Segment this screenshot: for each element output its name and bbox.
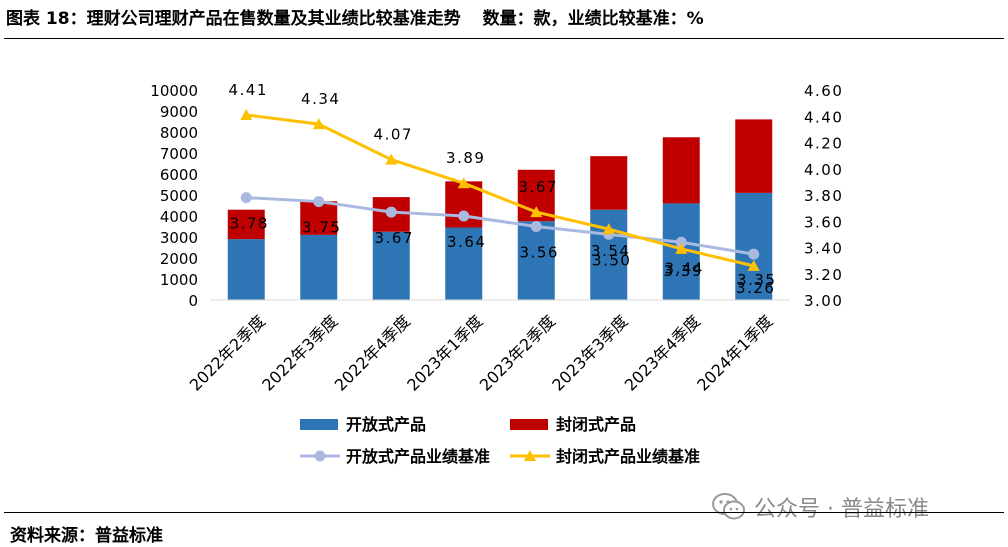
y-left-tick-label: 5000 bbox=[160, 187, 198, 205]
data-label-open-benchmark: 3.35 bbox=[737, 271, 776, 289]
data-label-closed-benchmark: 4.41 bbox=[229, 81, 268, 99]
marker-closed-benchmark bbox=[675, 242, 688, 254]
y-right-tick-label: 4.00 bbox=[804, 161, 843, 179]
bar-open-product bbox=[735, 192, 773, 300]
legend-open-product-swatch bbox=[300, 419, 338, 430]
data-label-open-benchmark: 3.75 bbox=[302, 219, 341, 237]
marker-closed-benchmark bbox=[530, 206, 543, 218]
legend-closed-product-label: 封闭式产品 bbox=[556, 415, 636, 434]
x-tick-label: 2022年2季度 bbox=[186, 311, 269, 394]
marker-closed-benchmark bbox=[312, 118, 325, 130]
bar-open-product bbox=[227, 239, 265, 300]
marker-closed-benchmark bbox=[240, 108, 253, 120]
marker-open-benchmark bbox=[240, 192, 252, 204]
marker-closed-benchmark bbox=[457, 177, 470, 189]
wechat-icon bbox=[712, 493, 745, 520]
y-right-tick-label: 3.80 bbox=[804, 187, 843, 205]
y-right-tick-label: 4.60 bbox=[804, 82, 843, 100]
units-text: 数量：款，业绩比较基准：% bbox=[482, 9, 704, 29]
line-open-benchmark bbox=[246, 196, 754, 256]
title-text: 图表 18：理财公司理财产品在售数量及其业绩比较基准走势 bbox=[6, 9, 461, 29]
watermark-text: 公众号 · 普益标准 bbox=[754, 497, 929, 522]
y-right-tick-label: 4.20 bbox=[804, 135, 843, 153]
y-left-tick-label: 10000 bbox=[150, 82, 198, 100]
marker-open-benchmark bbox=[385, 206, 397, 218]
bar-open-product bbox=[445, 227, 483, 300]
x-tick-label: 2023年1季度 bbox=[403, 311, 486, 394]
y-left-tick-label: 9000 bbox=[160, 103, 198, 121]
x-tick-label: 2023年2季度 bbox=[476, 311, 559, 394]
bar-closed-product bbox=[735, 119, 773, 193]
bar-closed-product bbox=[590, 156, 628, 210]
y-right-tick-label: 3.40 bbox=[804, 240, 843, 258]
marker-open-benchmark bbox=[530, 221, 542, 232]
legend-closed-product-swatch bbox=[510, 419, 548, 430]
bar-open-product bbox=[372, 231, 410, 300]
marker-open-benchmark bbox=[458, 210, 470, 222]
y-left-tick-label: 8000 bbox=[160, 124, 198, 142]
legend-open-benchmark-marker bbox=[314, 450, 326, 462]
data-label-closed-benchmark: 3.26 bbox=[736, 279, 775, 297]
y-left-tick-label: 3000 bbox=[160, 229, 198, 247]
watermark: 公众号 · 普益标准 bbox=[712, 490, 1002, 524]
legend-closed-benchmark-marker bbox=[524, 450, 536, 461]
line-closed-benchmark bbox=[246, 113, 755, 268]
x-tick-label: 2023年4季度 bbox=[621, 311, 704, 394]
data-label-closed-benchmark: 4.07 bbox=[374, 126, 413, 144]
data-label-open-benchmark: 3.78 bbox=[230, 215, 269, 233]
y-right-tick-label: 3.20 bbox=[804, 266, 843, 284]
y-left-tick-label: 1000 bbox=[160, 271, 198, 289]
y-left-tick-label: 7000 bbox=[160, 145, 198, 163]
legend-open-benchmark-label: 开放式产品业绩基准 bbox=[346, 447, 490, 466]
y-right-tick-label: 4.40 bbox=[804, 108, 843, 126]
bar-closed-product bbox=[662, 137, 700, 204]
data-label-open-benchmark: 3.50 bbox=[592, 251, 631, 269]
data-label-closed-benchmark: 3.39 bbox=[664, 262, 703, 280]
y-right-tick-label: 3.00 bbox=[804, 292, 843, 310]
x-tick-label: 2022年3季度 bbox=[258, 311, 341, 394]
data-label-open-benchmark: 3.44 bbox=[665, 259, 704, 277]
marker-open-benchmark bbox=[313, 196, 325, 208]
bar-closed-product bbox=[227, 209, 265, 240]
marker-closed-benchmark bbox=[385, 153, 398, 165]
data-label-closed-benchmark: 3.54 bbox=[591, 242, 630, 260]
marker-open-benchmark bbox=[748, 248, 760, 260]
y-left-tick-label: 4000 bbox=[160, 208, 198, 226]
y-right-tick-label: 3.60 bbox=[804, 213, 843, 231]
bar-open-product bbox=[517, 221, 555, 300]
y-left-tick-label: 0 bbox=[188, 292, 198, 310]
data-label-closed-benchmark: 3.67 bbox=[519, 178, 558, 196]
x-tick-label: 2024年1季度 bbox=[693, 311, 776, 394]
data-label-open-benchmark: 3.56 bbox=[520, 244, 559, 262]
marker-closed-benchmark bbox=[747, 259, 760, 271]
legend-open-product-label: 开放式产品 bbox=[346, 415, 426, 434]
marker-closed-benchmark bbox=[602, 223, 615, 235]
y-left-tick-label: 2000 bbox=[160, 250, 198, 268]
y-left-tick-label: 6000 bbox=[160, 166, 198, 184]
top-rule bbox=[4, 38, 1004, 39]
data-label-closed-benchmark: 4.34 bbox=[301, 90, 340, 108]
legend-closed-benchmark-label: 封闭式产品业绩基准 bbox=[556, 447, 700, 466]
bottom-rule bbox=[4, 512, 1004, 513]
x-tick-label: 2022年4季度 bbox=[331, 311, 414, 394]
data-label-open-benchmark: 3.64 bbox=[447, 233, 486, 251]
data-label-open-benchmark: 3.67 bbox=[375, 229, 414, 247]
marker-open-benchmark bbox=[675, 236, 687, 248]
source-note: 资料来源：普益标准 bbox=[10, 526, 163, 546]
data-label-closed-benchmark: 3.89 bbox=[446, 149, 485, 167]
bar-open-product bbox=[300, 234, 338, 300]
chart-title: 图表 18：理财公司理财产品在售数量及其业绩比较基准走势 数量：款，业绩比较基准：… bbox=[6, 4, 704, 29]
x-tick-label: 2023年3季度 bbox=[548, 311, 631, 394]
